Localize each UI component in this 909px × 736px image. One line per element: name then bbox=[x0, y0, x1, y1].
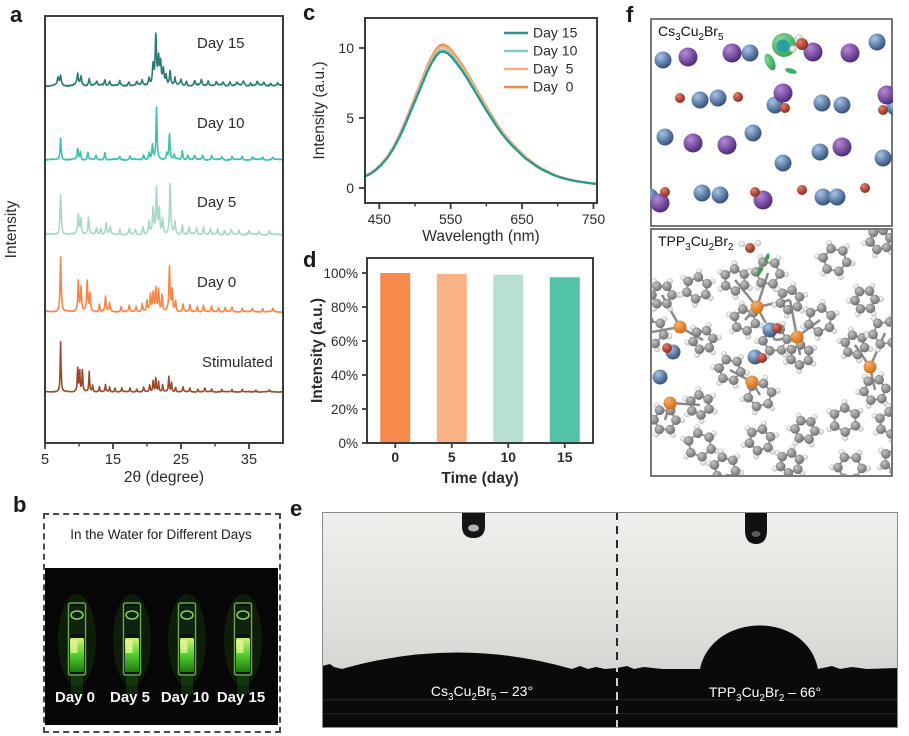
svg-text:15: 15 bbox=[105, 452, 121, 468]
tpp3cu2br2-structure-image bbox=[650, 228, 893, 477]
xrd-stability-chart: Day 15 Day 10 Day 5 Day 0 Stimulated 5 15 25 35 2… bbox=[3, 15, 284, 486]
tpp3cu2br2-structure-label: TPP3Cu2Br2 bbox=[658, 233, 734, 253]
svg-text:Time (day): Time (day) bbox=[441, 470, 518, 487]
svg-text:Intensity (a.u.): Intensity (a.u.) bbox=[309, 298, 326, 403]
svg-text:Day 0: Day 0 bbox=[197, 274, 236, 291]
water-test-title: In the Water for Different Days bbox=[70, 527, 252, 542]
svg-text:25: 25 bbox=[173, 452, 189, 468]
pl-spectra-chart: 450 550 650 750 0 5 10 Wavelength (nm) Intensity… bbox=[311, 17, 606, 245]
svg-text:Day 5: Day 5 bbox=[197, 194, 236, 211]
svg-text:15: 15 bbox=[557, 449, 573, 465]
panel-label-f: f bbox=[626, 2, 634, 27]
cs3cu2br5-structure-image bbox=[650, 18, 893, 227]
svg-text:Day 5: Day 5 bbox=[110, 689, 150, 706]
panel-label-c: c bbox=[303, 0, 316, 25]
svg-text:Intensity: Intensity bbox=[3, 200, 20, 258]
contact-angle-photo bbox=[322, 512, 898, 728]
svg-text:2θ (degree): 2θ (degree) bbox=[124, 469, 204, 486]
panel-label-e: e bbox=[290, 496, 303, 521]
svg-text:750: 750 bbox=[582, 211, 606, 227]
svg-text:80%: 80% bbox=[331, 300, 358, 315]
svg-text:100%: 100% bbox=[323, 266, 358, 281]
left-dispenser-highlight bbox=[468, 524, 479, 532]
svg-text:40%: 40% bbox=[331, 368, 358, 383]
svg-text:Intensity (a.u.): Intensity (a.u.) bbox=[311, 61, 328, 159]
floor-texture-line bbox=[322, 713, 898, 715]
right-dispenser-highlight bbox=[751, 531, 761, 537]
svg-text:10: 10 bbox=[338, 40, 354, 56]
svg-text:0: 0 bbox=[346, 180, 354, 196]
svg-text:550: 550 bbox=[439, 211, 463, 227]
panel-label-b: b bbox=[13, 492, 27, 517]
svg-text:Day 5: Day 5 bbox=[533, 61, 574, 77]
svg-text:5: 5 bbox=[41, 452, 49, 468]
svg-text:Day 15: Day 15 bbox=[533, 25, 578, 41]
svg-text:0: 0 bbox=[391, 449, 399, 465]
svg-text:Day 15: Day 15 bbox=[197, 35, 245, 52]
panel-label-d: d bbox=[303, 247, 317, 272]
right-dispenser-tip bbox=[745, 512, 767, 544]
right-droplet-dome bbox=[617, 625, 898, 728]
svg-text:60%: 60% bbox=[331, 334, 358, 349]
svg-text:35: 35 bbox=[241, 452, 257, 468]
floor-texture-line bbox=[322, 699, 898, 701]
svg-text:5: 5 bbox=[448, 449, 456, 465]
right-contact-angle-label: TPP3Cu2Br2 – 66° bbox=[708, 684, 822, 704]
svg-text:Day 10: Day 10 bbox=[533, 43, 578, 59]
left-contact-angle-label: Cs3Cu2Br5 – 23° bbox=[430, 683, 534, 703]
cs3cu2br5-structure-label: Cs3Cu2Br5 bbox=[658, 23, 724, 43]
svg-text:5: 5 bbox=[346, 110, 354, 126]
panel-label-a: a bbox=[10, 2, 23, 27]
vials-photo: Day 0 Day 5 Day 10 Day 15 bbox=[45, 568, 278, 725]
svg-text:650: 650 bbox=[510, 211, 534, 227]
svg-text:Day 10: Day 10 bbox=[197, 115, 245, 132]
photo-border bbox=[322, 512, 898, 728]
svg-text:Day 15: Day 15 bbox=[217, 689, 265, 706]
intensity-bar-chart: 0 5 10 15 0% 20% 40% 60% 80% 100% Time (day) Intens… bbox=[309, 257, 594, 487]
svg-text:20%: 20% bbox=[331, 402, 358, 417]
svg-text:0%: 0% bbox=[338, 436, 358, 451]
svg-text:10: 10 bbox=[500, 449, 516, 465]
svg-text:450: 450 bbox=[368, 211, 392, 227]
svg-text:Day 0: Day 0 bbox=[55, 689, 95, 706]
svg-text:Day 10: Day 10 bbox=[161, 689, 209, 706]
water-test-dashed-box bbox=[43, 513, 281, 733]
svg-text:Stimulated: Stimulated bbox=[202, 354, 273, 371]
left-droplet-dome bbox=[322, 652, 617, 728]
svg-text:Wavelength (nm): Wavelength (nm) bbox=[422, 228, 539, 245]
svg-text:Day 0: Day 0 bbox=[533, 79, 574, 95]
